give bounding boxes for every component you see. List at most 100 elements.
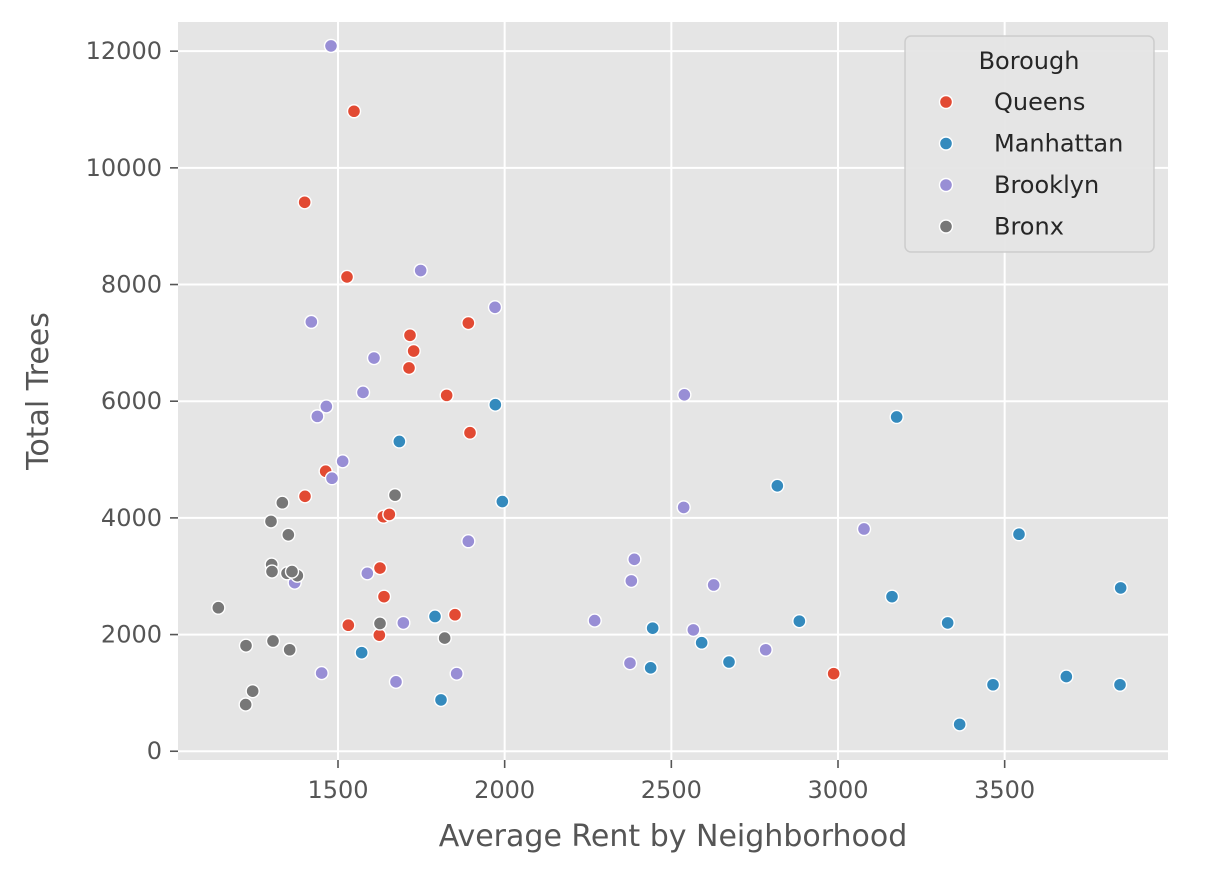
brooklyn-point (461, 534, 476, 549)
brooklyn-point (396, 615, 411, 631)
legend-marker-brooklyn (938, 177, 954, 193)
x-tick-label: 1500 (307, 776, 368, 804)
legend-label-bronx: Bronx (994, 213, 1064, 241)
queens-point (462, 425, 478, 440)
bronx-point (387, 487, 403, 503)
bronx-point (245, 683, 260, 699)
bronx-point (238, 697, 253, 712)
x-tick-label: 2000 (474, 776, 535, 804)
legend-marker-manhattan (938, 136, 954, 151)
manhattan-point (770, 478, 785, 494)
manhattan-point (792, 613, 807, 629)
y-tick-label: 12000 (86, 37, 162, 65)
brooklyn-point (487, 300, 503, 315)
legend-box (904, 35, 1155, 253)
brooklyn-point (324, 471, 340, 486)
manhattan-point (427, 609, 443, 624)
queens-point (297, 195, 312, 210)
y-tick-label: 4000 (101, 504, 162, 532)
brooklyn-point (413, 263, 428, 278)
queens-point (339, 269, 355, 285)
brooklyn-point (355, 385, 371, 400)
data-points (211, 38, 1128, 732)
legend-label-queens: Queens (994, 88, 1085, 116)
bronx-point (263, 514, 279, 529)
brooklyn-point (587, 613, 602, 628)
queens-point (461, 315, 476, 331)
manhattan-point (392, 434, 407, 449)
manhattan-point (1112, 677, 1128, 692)
manhattan-point (985, 677, 1001, 692)
axis-ticks: 1500 2000 2500 3000 3500 0 2000 4000 6000 8000 100… (86, 37, 1036, 804)
manhattan-point (694, 635, 709, 650)
queens-point (447, 607, 463, 622)
brooklyn-point (624, 573, 639, 589)
bronx-point (372, 616, 388, 631)
manhattan-point (645, 620, 660, 636)
brooklyn-point (388, 674, 404, 690)
queens-point (406, 343, 421, 359)
manhattan-point (643, 660, 658, 676)
brooklyn-point (360, 566, 375, 581)
legend-items: Queens Manhattan Brooklyn Bronx (938, 88, 1123, 241)
manhattan-point (495, 494, 510, 509)
brooklyn-point (310, 409, 325, 424)
legend-label-brooklyn: Brooklyn (994, 171, 1099, 199)
y-tick-label: 0 (147, 737, 162, 765)
brooklyn-point (366, 350, 382, 366)
bronx-point (281, 527, 296, 543)
queens-point (401, 360, 417, 376)
brooklyn-point (304, 314, 319, 330)
brooklyn-point (758, 642, 773, 657)
manhattan-point (952, 717, 967, 732)
x-axis-label: Average Rent by Neighborhood (439, 819, 908, 854)
y-tick-label: 6000 (101, 387, 162, 415)
y-axis-label: Total Trees (21, 312, 56, 471)
brooklyn-point (627, 552, 642, 567)
bronx-point (238, 638, 254, 653)
x-tick-label: 3500 (974, 776, 1035, 804)
brooklyn-point (677, 387, 692, 402)
bronx-point (282, 642, 297, 657)
queens-point (402, 328, 418, 343)
queens-point (341, 618, 356, 633)
y-tick-label: 8000 (101, 271, 162, 299)
legend: Borough Queens Manhattan Brooklyn Bronx (904, 35, 1155, 253)
brooklyn-point (686, 622, 701, 638)
y-tick-label: 10000 (86, 154, 162, 182)
queens-point (346, 104, 362, 119)
brooklyn-point (319, 399, 334, 414)
legend-marker-queens (938, 94, 954, 110)
brooklyn-point (856, 521, 872, 537)
brooklyn-point (323, 38, 339, 54)
queens-point (439, 388, 454, 403)
brooklyn-point (706, 577, 721, 593)
bronx-point (275, 495, 290, 510)
x-tick-label: 2500 (641, 776, 702, 804)
y-tick-label: 2000 (101, 621, 162, 649)
brooklyn-point (314, 665, 329, 681)
queens-point (826, 666, 841, 681)
legend-title: Borough (979, 47, 1080, 75)
manhattan-point (889, 409, 904, 425)
legend-label-manhattan: Manhattan (994, 130, 1123, 158)
brooklyn-point (676, 500, 691, 515)
legend-marker-bronx (938, 219, 954, 234)
brooklyn-point (449, 666, 464, 681)
manhattan-point (940, 615, 955, 631)
manhattan-point (488, 397, 503, 412)
queens-point (376, 589, 392, 604)
manhattan-point (354, 645, 369, 660)
brooklyn-point (622, 655, 638, 671)
bronx-point (264, 564, 280, 579)
queens-point (297, 489, 313, 504)
queens-point (372, 560, 388, 576)
x-tick-label: 3000 (807, 776, 868, 804)
manhattan-point (1059, 669, 1074, 684)
manhattan-point (433, 692, 449, 708)
manhattan-point (1113, 580, 1128, 596)
bronx-point (284, 564, 300, 579)
brooklyn-point (335, 454, 350, 469)
bronx-point (211, 600, 226, 615)
